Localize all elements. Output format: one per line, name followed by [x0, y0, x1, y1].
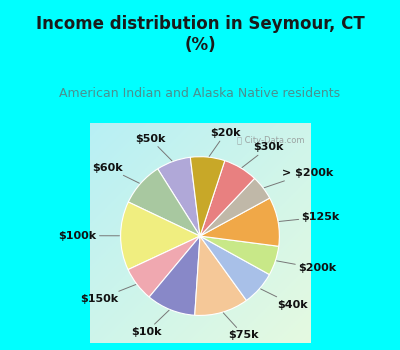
Wedge shape — [128, 236, 200, 297]
Wedge shape — [200, 178, 270, 236]
Text: $50k: $50k — [135, 134, 172, 161]
Text: $200k: $200k — [277, 261, 336, 273]
Wedge shape — [195, 236, 246, 315]
Text: $40k: $40k — [261, 289, 308, 309]
Text: $60k: $60k — [92, 162, 139, 183]
Text: $20k: $20k — [209, 128, 240, 156]
Wedge shape — [158, 157, 200, 236]
Text: Income distribution in Seymour, CT
(%): Income distribution in Seymour, CT (%) — [36, 15, 364, 54]
Text: > $200k: > $200k — [264, 168, 333, 188]
Wedge shape — [128, 169, 200, 236]
Text: American Indian and Alaska Native residents: American Indian and Alaska Native reside… — [60, 88, 340, 100]
Wedge shape — [121, 202, 200, 270]
Wedge shape — [149, 236, 200, 315]
Wedge shape — [200, 236, 270, 300]
Text: $100k: $100k — [59, 231, 120, 241]
Text: $150k: $150k — [80, 285, 136, 304]
Wedge shape — [200, 198, 279, 246]
Wedge shape — [200, 161, 254, 236]
Text: $10k: $10k — [131, 310, 169, 337]
Text: $30k: $30k — [242, 142, 283, 168]
Wedge shape — [190, 157, 225, 236]
Text: $125k: $125k — [279, 212, 340, 222]
Text: ⓘ City-Data.com: ⓘ City-Data.com — [237, 136, 304, 145]
Text: $75k: $75k — [223, 313, 259, 340]
Wedge shape — [200, 236, 279, 274]
